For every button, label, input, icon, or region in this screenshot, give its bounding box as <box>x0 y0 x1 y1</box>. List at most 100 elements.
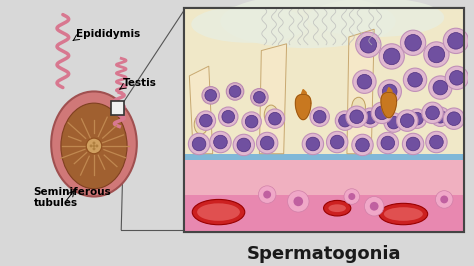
Ellipse shape <box>92 147 95 150</box>
Ellipse shape <box>370 202 379 211</box>
Ellipse shape <box>51 92 137 197</box>
Ellipse shape <box>310 107 329 126</box>
Ellipse shape <box>371 102 392 123</box>
Ellipse shape <box>196 111 216 130</box>
Ellipse shape <box>226 83 244 100</box>
Text: Testis: Testis <box>123 78 157 88</box>
Polygon shape <box>295 94 311 120</box>
Ellipse shape <box>260 136 274 150</box>
Ellipse shape <box>377 132 399 154</box>
Polygon shape <box>381 92 397 118</box>
Ellipse shape <box>265 109 285 128</box>
Ellipse shape <box>401 114 414 127</box>
Ellipse shape <box>428 76 452 99</box>
Bar <box>184 8 464 168</box>
Ellipse shape <box>90 144 92 147</box>
Ellipse shape <box>352 134 373 156</box>
Ellipse shape <box>338 114 351 127</box>
Ellipse shape <box>229 86 241 97</box>
Ellipse shape <box>214 135 227 149</box>
Ellipse shape <box>375 106 389 120</box>
Ellipse shape <box>233 134 255 156</box>
Ellipse shape <box>378 80 401 103</box>
Ellipse shape <box>264 105 278 124</box>
Ellipse shape <box>352 97 365 117</box>
Text: Epididymis: Epididymis <box>76 29 141 39</box>
Ellipse shape <box>447 112 461 126</box>
Ellipse shape <box>434 110 447 123</box>
Ellipse shape <box>188 133 210 155</box>
Ellipse shape <box>237 138 251 152</box>
Ellipse shape <box>401 30 426 55</box>
Ellipse shape <box>263 191 271 198</box>
Ellipse shape <box>408 72 422 87</box>
Polygon shape <box>299 89 307 103</box>
Ellipse shape <box>424 42 449 67</box>
Ellipse shape <box>346 106 367 127</box>
Ellipse shape <box>219 107 238 126</box>
Ellipse shape <box>302 133 324 155</box>
Ellipse shape <box>356 138 369 152</box>
Ellipse shape <box>205 89 217 101</box>
Ellipse shape <box>194 115 208 134</box>
Ellipse shape <box>335 111 355 130</box>
Ellipse shape <box>443 108 465 129</box>
Ellipse shape <box>383 84 397 99</box>
Ellipse shape <box>92 142 95 144</box>
Ellipse shape <box>422 102 443 123</box>
Ellipse shape <box>95 144 99 147</box>
Ellipse shape <box>202 87 219 104</box>
Polygon shape <box>347 29 374 154</box>
Bar <box>110 101 124 115</box>
Ellipse shape <box>200 114 212 127</box>
Ellipse shape <box>256 132 278 154</box>
Ellipse shape <box>436 191 453 208</box>
Ellipse shape <box>379 203 428 225</box>
Ellipse shape <box>245 115 258 128</box>
Ellipse shape <box>387 116 400 129</box>
Ellipse shape <box>269 112 281 125</box>
Ellipse shape <box>383 48 400 65</box>
Ellipse shape <box>191 6 308 43</box>
Ellipse shape <box>308 0 444 37</box>
Ellipse shape <box>353 70 376 93</box>
Ellipse shape <box>426 106 439 120</box>
Ellipse shape <box>381 136 394 150</box>
Ellipse shape <box>384 113 403 132</box>
Ellipse shape <box>192 200 245 225</box>
Ellipse shape <box>406 137 420 151</box>
Ellipse shape <box>293 197 303 206</box>
Ellipse shape <box>222 110 235 123</box>
Ellipse shape <box>357 74 372 89</box>
Ellipse shape <box>379 44 404 69</box>
Ellipse shape <box>251 89 268 106</box>
Ellipse shape <box>430 107 450 126</box>
Ellipse shape <box>426 131 447 153</box>
Polygon shape <box>189 66 213 154</box>
Ellipse shape <box>288 191 309 212</box>
Ellipse shape <box>360 36 377 53</box>
Polygon shape <box>259 44 287 154</box>
Ellipse shape <box>410 112 423 125</box>
Ellipse shape <box>344 189 360 204</box>
Ellipse shape <box>429 135 443 149</box>
Ellipse shape <box>330 135 344 149</box>
Ellipse shape <box>443 28 468 53</box>
Ellipse shape <box>447 33 464 49</box>
Ellipse shape <box>258 186 276 203</box>
Ellipse shape <box>313 110 326 123</box>
Ellipse shape <box>384 207 423 221</box>
Ellipse shape <box>356 32 381 57</box>
Ellipse shape <box>324 200 351 216</box>
Ellipse shape <box>328 204 346 212</box>
Ellipse shape <box>445 66 468 89</box>
Ellipse shape <box>449 70 464 85</box>
Ellipse shape <box>402 133 424 155</box>
Bar <box>184 8 464 231</box>
Text: Seminiferous
tubules: Seminiferous tubules <box>34 187 111 208</box>
Ellipse shape <box>433 80 447 95</box>
Ellipse shape <box>210 131 231 153</box>
Ellipse shape <box>361 108 380 127</box>
Ellipse shape <box>306 137 319 151</box>
Ellipse shape <box>254 92 265 103</box>
